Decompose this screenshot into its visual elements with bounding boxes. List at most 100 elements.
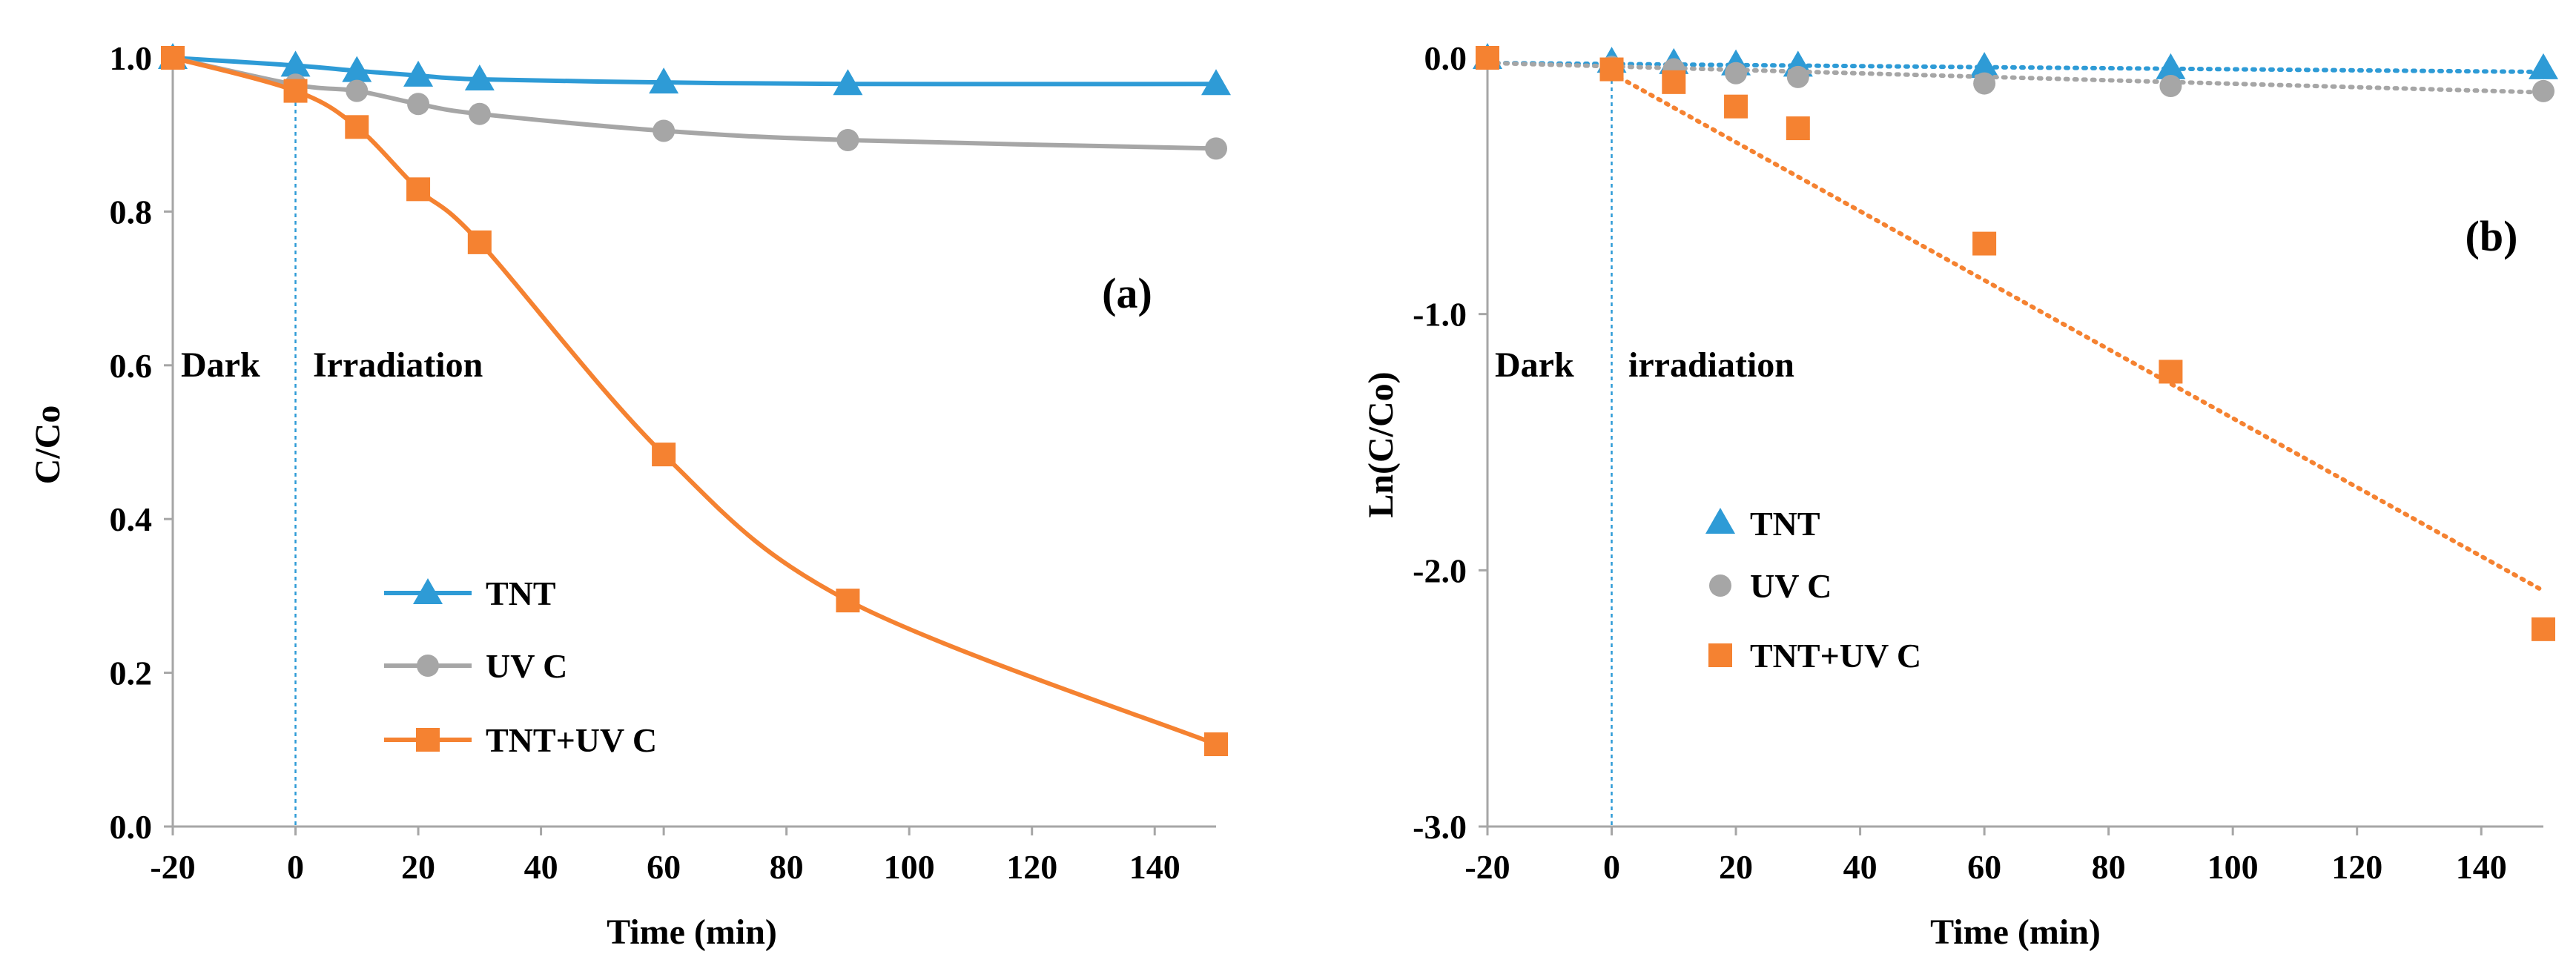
panel-a-y-tick-label: 0.8 bbox=[110, 193, 153, 231]
panel-a-series-tnt-point bbox=[464, 64, 495, 91]
panel-b-legend-tnt-uvc-label: TNT+UV C bbox=[1750, 637, 1921, 675]
panel-a-x-tick-label: 0 bbox=[287, 848, 304, 886]
panel-b-legend-tnt-marker bbox=[1705, 508, 1735, 534]
panel-a-legend-tnt-marker bbox=[413, 578, 443, 604]
panel-b-series-tnt-uv-c-trendline bbox=[1609, 70, 2546, 593]
panel-a-x-tick-label: 20 bbox=[401, 848, 435, 886]
panel-b-x-tick-label: -20 bbox=[1464, 848, 1510, 886]
panel-b-series-uv-c-point bbox=[1725, 62, 1748, 85]
panel-b-chart: -20 0 20 40 60 80 100 120 140 -3.0 -2.0 -1.0 0.0 (b)… bbox=[1361, 39, 2558, 952]
panel-b-x-tick-label: 60 bbox=[1967, 848, 2001, 886]
panel-b-label: (b) bbox=[2466, 212, 2518, 260]
panel-a-legend-tnt-uvc: TNT+UV C bbox=[384, 721, 657, 759]
panel-b-series-uv-c-point bbox=[2159, 75, 2182, 98]
panel-b-series-uv-c-point bbox=[1973, 72, 1996, 95]
panel-b-legend-tnt-uvc: TNT+UV C bbox=[1708, 637, 1921, 675]
panel-b-x-tick-label: 0 bbox=[1603, 848, 1620, 886]
panel-a-series-uv-c-point bbox=[407, 93, 430, 116]
panel-b-legend-tnt: TNT bbox=[1705, 505, 1820, 543]
panel-a-y-axis-title: C/Co bbox=[28, 405, 67, 485]
panel-b-x-tick-label: 100 bbox=[2207, 848, 2259, 886]
panel-a-series-tnt-point bbox=[342, 56, 372, 82]
panel-a-series-uv-c-point bbox=[836, 128, 859, 151]
panel-a-x-axis-title: Time (min) bbox=[607, 913, 777, 952]
panel-b-series-tnt-trendline bbox=[1485, 60, 2546, 75]
panel-a-legend-uvc-marker bbox=[417, 655, 439, 677]
panel-b-y-tick-label: -2.0 bbox=[1413, 552, 1467, 589]
panel-a-series-tnt-uv-c-point bbox=[836, 589, 860, 613]
panel-b-region-irradiation: irradiation bbox=[1628, 345, 1794, 385]
panel-b-series-tnt-uv-c-point bbox=[2532, 617, 2555, 641]
panel-a-series-tnt-uv-c-point bbox=[345, 115, 369, 139]
panel-b-series-tnt-uv-c-point bbox=[1724, 94, 1748, 119]
panel-a-series-tnt-point bbox=[403, 60, 434, 87]
panel-b-series-uv-c-point bbox=[1786, 65, 1809, 88]
panel-b-series-tnt-uv-c-point bbox=[1476, 46, 1499, 70]
panel-b-legend-uvc: UV C bbox=[1709, 567, 1832, 605]
panel-a-series-tnt-point bbox=[649, 67, 679, 94]
panel-b-series-tnt-point bbox=[2156, 53, 2186, 79]
panel-a-x-tick-label: 60 bbox=[647, 848, 681, 886]
panel-a-y-tick-label: 0.2 bbox=[110, 655, 153, 692]
panel-b-series-tnt-uv-c-point bbox=[1599, 57, 1624, 82]
panel-a-series-uv-c-point bbox=[346, 79, 369, 102]
panel-b-series-tnt-uv-c-point bbox=[1786, 116, 1810, 141]
panel-a-legend-tnt-uvc-label: TNT+UV C bbox=[486, 721, 657, 759]
panel-a-plot-layer: -20 0 20 40 60 80 100 120 140 0.0 0.2 0.4 0.6 0.8 1.0 bbox=[110, 39, 1231, 886]
panel-a-y-tick-label: 0.0 bbox=[110, 808, 153, 846]
panel-a-x-tick-label: -20 bbox=[150, 848, 195, 886]
panel-a-legend-tnt-uvc-marker bbox=[416, 728, 440, 752]
panel-a-series-tnt-line bbox=[172, 56, 1217, 87]
panel-a-chart: -20 0 20 40 60 80 100 120 1400.00.20.40.60.81.0 … bbox=[28, 39, 1231, 952]
panel-a-region-irradiation: Irradiation bbox=[313, 345, 483, 385]
panel-a-y-tick-label: 0.6 bbox=[110, 347, 153, 385]
panel-b-series-tnt-uv-c-point bbox=[2159, 360, 2183, 384]
panel-b-series-tnt-point bbox=[1969, 52, 2000, 79]
panel-b-y-tick-label: -3.0 bbox=[1413, 808, 1467, 846]
panel-a-series-tnt-point bbox=[1201, 69, 1231, 96]
panel-a-series-tnt-uv-c-point bbox=[1204, 732, 1228, 757]
panel-a-series-tnt-uv-c-point bbox=[161, 46, 185, 70]
panel-a-legend-tnt-label: TNT bbox=[486, 574, 556, 612]
panel-b-legend-tnt-uvc-marker bbox=[1708, 643, 1732, 667]
panel-b-legend-uvc-label: UV C bbox=[1750, 567, 1832, 605]
panel-a-series-tnt-uv-c-point bbox=[652, 443, 676, 467]
panel-a-y-tick-label: 0.4 bbox=[110, 500, 153, 538]
panel-a-series-uv-c-line bbox=[172, 56, 1217, 151]
panel-b-region-dark: Dark bbox=[1495, 345, 1574, 385]
panel-b-x-axis-title: Time (min) bbox=[1930, 913, 2101, 952]
panel-b-y-axis-title: Ln(C/Co) bbox=[1361, 371, 1401, 517]
panel-a-series-tnt-uv-c-point bbox=[467, 230, 492, 254]
panel-a-label: (a) bbox=[1102, 269, 1152, 317]
panel-b-series-uv-c-point bbox=[2532, 79, 2554, 102]
panel-b-x-tick-label: 20 bbox=[1719, 848, 1753, 886]
panel-b-series-tnt-uv-c-point bbox=[1972, 231, 1997, 256]
panel-a-series-tnt-point bbox=[280, 50, 311, 77]
panel-a-series-tnt-uv-c-line bbox=[172, 56, 1218, 746]
panel-a-series-uv-c-point bbox=[653, 119, 676, 142]
panel-b-legend-tnt-label: TNT bbox=[1750, 505, 1820, 543]
panel-b-series-tnt-point bbox=[2529, 53, 2558, 79]
panel-b-x-tick-label: 40 bbox=[1843, 848, 1877, 886]
panel-a-x-tick-label: 80 bbox=[770, 848, 804, 886]
panel-a-legend: TNT UV C TNT+UV C bbox=[384, 574, 657, 759]
panel-a-x-tick-label: 140 bbox=[1129, 848, 1180, 886]
panel-b-legend-uvc-marker bbox=[1709, 574, 1731, 597]
panel-a-legend-uvc-label: UV C bbox=[486, 647, 567, 685]
panel-b-y-tick-label: -1.0 bbox=[1413, 296, 1467, 334]
panel-a-series-tnt-uv-c-point bbox=[283, 79, 308, 103]
panel-a-series-uv-c-point bbox=[1205, 137, 1227, 160]
panel-a-legend-uvc: UV C bbox=[384, 647, 567, 685]
panel-a-series-tnt-point bbox=[833, 69, 863, 96]
panel-a-x-tick-label: 40 bbox=[524, 848, 558, 886]
panel-a-region-dark: Dark bbox=[181, 345, 260, 385]
panel-a-y-tick-label: 1.0 bbox=[110, 39, 153, 77]
panel-b-plot-layer: -20 0 20 40 60 80 100 120 140 -3.0 -2.0 -1.0 0.0 bbox=[1413, 39, 2558, 886]
panel-b-x-tick-label: 120 bbox=[2331, 848, 2382, 886]
panel-a-x-tick-label: 100 bbox=[884, 848, 935, 886]
panel-b-x-tick-label: 140 bbox=[2456, 848, 2507, 886]
panel-a-series-tnt-uv-c-point bbox=[406, 177, 431, 202]
panel-a-x-tick-label: 120 bbox=[1006, 848, 1057, 886]
panel-b-legend: TNT UV C TNT+UV C bbox=[1705, 505, 1921, 675]
